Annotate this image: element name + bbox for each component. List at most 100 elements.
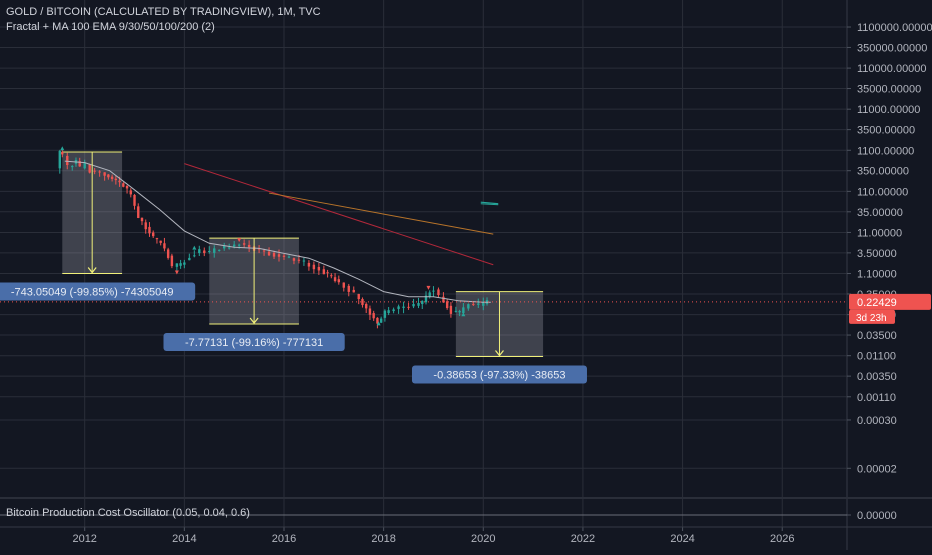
candle[interactable] bbox=[218, 249, 221, 251]
measure-label[interactable]: -743.05049 (-99.85%) -74305049 bbox=[0, 282, 196, 301]
candle[interactable] bbox=[397, 306, 400, 310]
candle[interactable] bbox=[58, 150, 61, 169]
candle[interactable] bbox=[98, 171, 101, 173]
candle[interactable] bbox=[368, 308, 372, 315]
candle[interactable] bbox=[297, 259, 301, 261]
candle[interactable] bbox=[247, 244, 251, 248]
candle[interactable] bbox=[445, 301, 449, 309]
oscillator-label[interactable]: Bitcoin Production Cost Oscillator (0.05… bbox=[6, 507, 250, 519]
candle[interactable] bbox=[407, 306, 410, 308]
candle[interactable] bbox=[462, 307, 465, 314]
candle[interactable] bbox=[83, 162, 86, 169]
candle[interactable] bbox=[144, 222, 147, 230]
candle[interactable] bbox=[203, 250, 206, 254]
candle[interactable] bbox=[472, 303, 475, 305]
candle[interactable] bbox=[267, 251, 271, 256]
candle[interactable] bbox=[133, 194, 136, 206]
candle[interactable] bbox=[93, 170, 96, 172]
candle[interactable] bbox=[140, 217, 144, 222]
candle[interactable] bbox=[467, 304, 470, 309]
candle[interactable] bbox=[71, 166, 74, 168]
candle[interactable] bbox=[357, 293, 360, 300]
candle[interactable] bbox=[242, 243, 246, 245]
candle[interactable] bbox=[137, 206, 140, 218]
candle[interactable] bbox=[307, 262, 311, 267]
candle[interactable] bbox=[437, 289, 440, 296]
candle[interactable] bbox=[342, 282, 345, 288]
candle[interactable] bbox=[152, 232, 155, 237]
candle[interactable] bbox=[237, 244, 241, 246]
candle[interactable] bbox=[458, 311, 461, 313]
candle[interactable] bbox=[449, 305, 453, 314]
candle[interactable] bbox=[78, 161, 81, 167]
candle[interactable] bbox=[365, 303, 368, 309]
candle[interactable] bbox=[383, 310, 387, 318]
candle[interactable] bbox=[110, 176, 114, 179]
measure-label[interactable]: -0.38653 (-97.33%) -38653 bbox=[411, 365, 587, 384]
candle[interactable] bbox=[337, 279, 340, 283]
candle[interactable] bbox=[421, 300, 424, 305]
candle[interactable] bbox=[417, 303, 420, 306]
candle[interactable] bbox=[392, 309, 395, 312]
candle[interactable] bbox=[352, 289, 355, 293]
candle[interactable] bbox=[292, 258, 296, 261]
candle[interactable] bbox=[322, 269, 326, 275]
candle[interactable] bbox=[282, 255, 286, 257]
candle[interactable] bbox=[317, 266, 321, 271]
candle[interactable] bbox=[454, 310, 458, 312]
candle[interactable] bbox=[232, 244, 236, 247]
candle[interactable] bbox=[170, 255, 174, 267]
indicator-legend[interactable]: Fractal + MA 100 EMA 9/30/50/100/200 (2) bbox=[6, 21, 215, 33]
candle[interactable] bbox=[287, 256, 291, 258]
candle[interactable] bbox=[107, 174, 110, 178]
candle[interactable] bbox=[333, 277, 337, 282]
candle[interactable] bbox=[379, 318, 383, 323]
candle[interactable] bbox=[302, 260, 306, 262]
candle[interactable] bbox=[155, 238, 159, 240]
candle[interactable] bbox=[347, 285, 350, 292]
candle[interactable] bbox=[118, 180, 121, 183]
candle[interactable] bbox=[272, 252, 276, 257]
candle[interactable] bbox=[312, 264, 316, 270]
candle[interactable] bbox=[330, 275, 333, 277]
candle[interactable] bbox=[183, 262, 186, 265]
candle[interactable] bbox=[223, 245, 226, 249]
candle[interactable] bbox=[175, 263, 179, 267]
current-price-badge[interactable] bbox=[849, 293, 931, 310]
candle[interactable] bbox=[208, 251, 211, 253]
candle[interactable] bbox=[361, 298, 364, 306]
candle[interactable] bbox=[428, 292, 431, 297]
candle[interactable] bbox=[326, 272, 329, 274]
candle[interactable] bbox=[114, 178, 118, 181]
candle[interactable] bbox=[257, 248, 261, 250]
candle[interactable] bbox=[148, 226, 151, 234]
candle[interactable] bbox=[66, 155, 69, 166]
candle[interactable] bbox=[159, 240, 162, 243]
candle[interactable] bbox=[277, 254, 281, 257]
candle[interactable] bbox=[179, 263, 182, 266]
candle[interactable] bbox=[213, 248, 216, 253]
candle[interactable] bbox=[432, 290, 435, 292]
candle[interactable] bbox=[376, 317, 379, 324]
ema-line-path[interactable] bbox=[64, 160, 491, 303]
candle[interactable] bbox=[198, 249, 201, 254]
candle[interactable] bbox=[477, 303, 480, 305]
candle[interactable] bbox=[227, 247, 231, 249]
candle[interactable] bbox=[61, 151, 64, 155]
candle[interactable] bbox=[387, 310, 390, 314]
candle[interactable] bbox=[402, 306, 405, 308]
candle[interactable] bbox=[193, 255, 196, 257]
candle[interactable] bbox=[125, 185, 129, 189]
candle[interactable] bbox=[188, 257, 191, 261]
candle[interactable] bbox=[122, 183, 125, 187]
candle[interactable] bbox=[482, 302, 485, 306]
candle[interactable] bbox=[412, 304, 415, 307]
candle[interactable] bbox=[129, 190, 132, 195]
candle[interactable] bbox=[166, 249, 170, 258]
candle[interactable] bbox=[163, 243, 166, 249]
candle[interactable] bbox=[424, 295, 428, 303]
candle[interactable] bbox=[103, 172, 106, 176]
candle[interactable] bbox=[442, 296, 445, 303]
